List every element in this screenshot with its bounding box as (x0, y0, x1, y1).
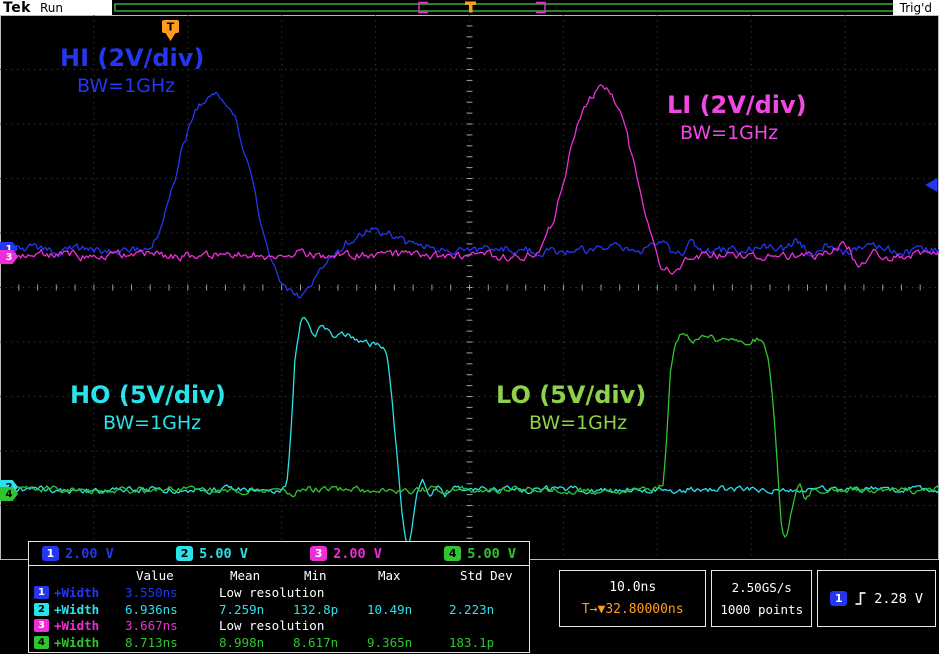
logo-status-tab: Tek Run (0, 0, 112, 16)
ch3-badge: 3 (310, 546, 328, 561)
row4-mean: 8.998n (219, 634, 265, 650)
ch4-badge: 4 (444, 546, 462, 561)
ch2-badge: 2 (176, 546, 194, 561)
ch2-scale-value: 5.00 V (199, 545, 248, 562)
acquisition-preview-bar (114, 1, 931, 14)
ch3-badge: 3 (34, 619, 49, 633)
waveform-traces (0, 84, 939, 548)
acquisition-window (114, 3, 931, 12)
col-header-max: Max (378, 568, 401, 584)
ch2-annotation-bw: BW=1GHz (103, 411, 202, 434)
acq-trigger-position-icon[interactable] (465, 1, 476, 13)
trigger-source-badge: 1 (830, 591, 848, 606)
rising-edge-icon (855, 592, 866, 605)
measurement-row-4-name[interactable]: 4 +Width (29, 635, 123, 650)
acquisition-readout-box[interactable]: 2.50GS/s 1000 points (711, 570, 813, 627)
sample-rate: 2.50GS/s (731, 580, 792, 595)
ch2-badge: 2 (34, 602, 49, 616)
header-bar: Tek Run Trig'd (0, 0, 939, 16)
ch4-annotation-bw: BW=1GHz (529, 411, 628, 434)
measurement-row-3-name[interactable]: 3 +Width (29, 618, 123, 633)
ch1-annotation-bw: BW=1GHz (77, 74, 176, 97)
ch1-badge: 1 (34, 585, 49, 599)
bottom-readouts: 10.0ns T→▼32.80000ns 2.50GS/s 1000 point… (559, 570, 936, 627)
ch1-scale-readout[interactable]: 1 2.00 V (42, 546, 114, 562)
row2-stddev: 2.223n (449, 601, 495, 617)
row4-value: 8.713ns (125, 634, 178, 650)
trigger-delay-readout: T→▼32.80000ns (581, 602, 684, 617)
trigger-level-arrow[interactable] (925, 178, 938, 192)
acquisition-status: Run (40, 0, 64, 15)
row4-stddev: 183.1p (449, 634, 495, 650)
horizontal-scale: 10.0ns (609, 580, 657, 595)
trigger-readout-box[interactable]: 1 2.28 V (817, 570, 936, 627)
trigger-level-value: 2.28 V (874, 590, 923, 607)
row1-note: Low resolution (219, 584, 325, 600)
row4-max: 9.365n (367, 634, 413, 650)
ch3-ground-marker[interactable]: 3 (0, 250, 18, 264)
col-header-mean: Mean (230, 568, 261, 584)
ch4-ground-marker[interactable]: 4 (0, 487, 18, 501)
ch4-annotation: LO (5V/div) BW=1GHz (496, 382, 646, 434)
ch4-annotation-title: LO (5V/div) (496, 381, 647, 409)
row2-value: 6.936ns (125, 601, 178, 617)
tek-logo: Tek (3, 0, 31, 16)
ch4-badge: 4 (34, 635, 49, 649)
ch1-annotation-title: HI (2V/div) (60, 44, 205, 72)
ch1-scale-value: 2.00 V (65, 545, 114, 562)
measurement-row-2-name[interactable]: 2 +Width (29, 602, 123, 617)
ch3-annotation: LI (2V/div) BW=1GHz (667, 92, 807, 144)
col-header-min: Min (304, 568, 327, 584)
row4-min: 8.617n (293, 634, 339, 650)
ch3-scale-value: 2.00 V (333, 545, 382, 562)
ch2-annotation: HO (5V/div) BW=1GHz (70, 382, 226, 434)
row2-max: 10.49n (367, 601, 413, 617)
ch3-scale-readout[interactable]: 3 2.00 V (310, 546, 382, 562)
measurement-row-1-name[interactable]: 1 +Width (29, 585, 123, 600)
row2-mean: 7.259n (219, 601, 265, 617)
ch1-annotation: HI (2V/div) BW=1GHz (60, 45, 204, 97)
row3-value: 3.667ns (125, 618, 178, 634)
zoom-window-left-bracket (418, 1, 428, 14)
ch3-annotation-title: LI (2V/div) (667, 91, 807, 119)
row3-note: Low resolution (219, 618, 325, 634)
ch4-scale-value: 5.00 V (467, 545, 516, 562)
horizontal-readout-box[interactable]: 10.0ns T→▼32.80000ns (559, 570, 707, 627)
trigger-status-tab: Trig'd (892, 0, 939, 15)
ch2-scale-readout[interactable]: 2 5.00 V (176, 546, 248, 562)
zoom-window-right-bracket (536, 1, 546, 14)
record-length: 1000 points (720, 602, 804, 617)
ch3-annotation-bw: BW=1GHz (680, 121, 779, 144)
col-header-value: Value (136, 568, 174, 584)
ch1-badge: 1 (42, 546, 59, 561)
col-header-stddev: Std Dev (460, 568, 513, 584)
row2-min: 132.8p (293, 601, 339, 617)
svg-text:T: T (167, 21, 175, 34)
graticule[interactable]: T (0, 15, 939, 560)
trigger-position-marker[interactable]: T (162, 20, 179, 41)
ch4-scale-readout[interactable]: 4 5.00 V (444, 546, 516, 562)
row1-value: 3.550ns (125, 584, 178, 600)
channel-scale-bar: 1 2.00 V 2 5.00 V 3 2.00 V 4 5.00 V (28, 541, 530, 566)
ch2-annotation-title: HO (5V/div) (70, 381, 226, 409)
trigger-status: Trig'd (899, 0, 932, 15)
measurement-table: Value Mean Min Max Std Dev 1 +Width 3.55… (28, 565, 530, 653)
